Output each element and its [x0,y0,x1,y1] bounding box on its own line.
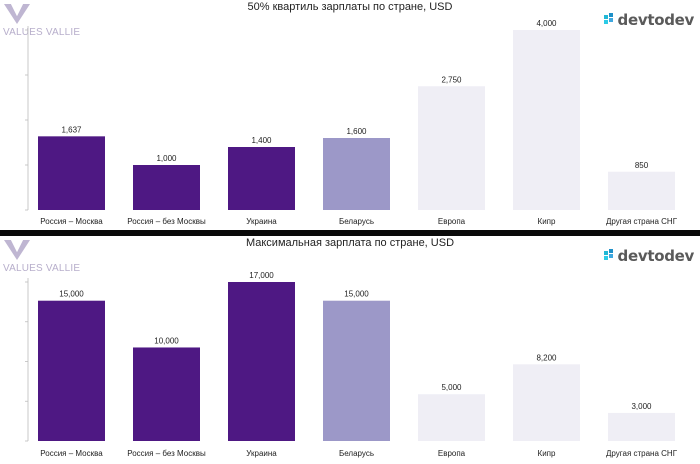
data-label: 15,000 [59,290,84,299]
bar-1 [38,300,105,441]
values-vallie-logo-icon [4,4,30,24]
x-tick-label: Европа [438,217,466,226]
devtodev-logo: devtodev [603,9,695,31]
data-label: 17,000 [249,271,274,280]
values-vallie-logo-icon [4,240,30,260]
x-tick-label: Россия – без Москвы [127,217,206,226]
data-label: 1,600 [346,127,367,136]
x-tick-label: Беларусь [339,217,374,226]
x-tick-label: Кипр [538,217,556,226]
x-tick-label: Беларусь [339,449,374,458]
chart-title: Максимальная зарплата по стране, USD [245,237,455,249]
data-label: 4,000 [536,19,557,28]
bar-3 [228,282,295,441]
logo-text: VALUES VALLIE [3,27,81,38]
bar-1 [38,136,105,210]
devtodev-text: devtodev [617,11,695,29]
x-tick-label: Европа [438,449,466,458]
x-tick-label: Украина [246,449,277,458]
bar-2 [133,165,200,210]
values-vallie-logo: VALUES VALLIE [2,3,122,43]
x-tick-label: Другая страна СНГ [606,449,678,458]
logo-text: VALUES VALLIE [3,263,81,274]
data-label: 10,000 [154,336,179,345]
devtodev-icon [603,13,613,24]
x-tick-label: Россия – без Москвы [127,449,206,458]
x-tick-label: Кипр [538,449,556,458]
values-vallie-logo: VALUES VALLIE [2,239,122,279]
data-label: 8,200 [536,353,557,362]
data-label: 2,750 [441,75,462,84]
bar-6 [513,30,580,210]
devtodev-logo: devtodev [603,245,695,267]
data-label: 15,000 [344,290,369,299]
data-label: 1,000 [156,154,177,163]
x-tick-label: Другая страна СНГ [606,217,678,226]
devtodev-icon [603,249,613,260]
bar-2 [133,347,200,441]
data-label: 5,000 [441,383,462,392]
bar-chart-max: 15,000 Россия – Москва 10,000 Россия – без … [25,271,678,458]
data-label: 3,000 [631,402,652,411]
divider [0,230,700,236]
data-label: 1,400 [251,136,272,145]
x-tick-label: Россия – Москва [40,217,103,226]
bar-3 [228,147,295,210]
chart-panel-max: Максимальная зарплата по стране, USD VAL… [0,236,700,464]
chart-panel-quartile: 50% квартиль зарплаты по стране, USD VAL… [0,0,700,231]
bar-4 [323,300,390,441]
bar-7 [608,412,675,441]
chart-title: 50% квартиль зарплаты по стране, USD [247,1,453,13]
bar-6 [513,364,580,441]
x-tick-label: Украина [246,217,277,226]
bar-4 [323,138,390,210]
bar-5 [418,86,485,210]
x-tick-label: Россия – Москва [40,449,103,458]
bar-7 [608,171,675,210]
devtodev-text: devtodev [617,247,695,265]
bar-5 [418,394,485,441]
bar-chart-quartile: 1,637 Россия – Москва 1,000 Россия – без Мо… [25,19,678,226]
data-label: 850 [635,161,649,170]
data-label: 1,637 [61,125,82,134]
